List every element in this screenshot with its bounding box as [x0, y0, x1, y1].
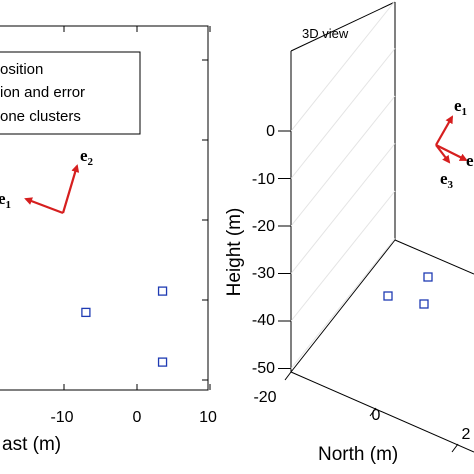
vector-3d-e2-label: e — [466, 151, 474, 170]
plan-view-chart: -10 0 10 ast (m) osition ion and error o… — [0, 25, 217, 455]
back-wall-gridline — [290, 95, 396, 227]
plan-view-x-ticks — [63, 26, 211, 390]
vector-3d-e3-arrow — [435, 144, 451, 164]
vector-e2-arrow — [61, 164, 80, 214]
vector-3d-e1-arrow — [435, 115, 453, 146]
north-tick-mark — [369, 407, 377, 417]
legend-box — [0, 51, 141, 135]
3d-view-markers — [383, 272, 433, 309]
plan-view-x-tick-label: 10 — [199, 409, 217, 426]
z-tick-label: -30 — [252, 265, 275, 282]
vector-e1-arrow — [24, 197, 64, 215]
back-wall-gridline — [290, 48, 396, 179]
3d-view-grid — [278, 0, 459, 453]
back-wall-gridline — [290, 0, 396, 132]
back-wall-gridline — [290, 143, 396, 274]
legend-entry-clusters: one clusters — [0, 108, 81, 125]
plan-view-cluster-marker — [157, 286, 168, 296]
north-tick-label: 2 — [462, 426, 471, 443]
plan-view-axes-box — [0, 25, 209, 391]
plan-view-x-tick-label: -10 — [50, 409, 73, 426]
north-tick-label: -20 — [253, 389, 276, 406]
plan-view-cluster-marker — [81, 307, 91, 318]
plan-view-x-tick-label: 0 — [133, 409, 142, 426]
3d-view-cluster-marker — [383, 291, 393, 301]
plan-view-markers — [81, 286, 168, 367]
north-tick-mark — [284, 371, 292, 381]
3d-box-edge — [290, 1, 396, 52]
3d-z-axis-label: Height (m) — [224, 208, 245, 297]
back-wall-gridline — [290, 190, 396, 322]
vector-3d-e1-label: e1 — [454, 96, 467, 118]
vector-e1-label: e1 — [0, 189, 11, 211]
3d-north-axis-label: North (m) — [318, 444, 398, 465]
plan-view-x-axis-label: ast (m) — [2, 434, 61, 455]
legend-entry-error: ion and error — [0, 84, 85, 101]
z-tick-label: -40 — [252, 312, 275, 329]
vector-3d-e2-arrow — [435, 144, 468, 161]
3d-view-title: 3D view — [302, 26, 349, 41]
z-tick-label: 0 — [266, 123, 275, 140]
3d-view-chart: 3D view 0 -10 -20 -30 -40 -50 Height (m)… — [224, 0, 474, 465]
z-tick-label: -20 — [252, 218, 275, 235]
3d-box-edge — [290, 371, 474, 453]
z-tick-label: -10 — [252, 171, 275, 188]
back-wall-gridline — [290, 238, 396, 369]
3d-box-edge — [394, 239, 474, 275]
plan-view-cluster-marker — [157, 357, 168, 367]
north-tick-label: 0 — [372, 407, 381, 424]
3d-box-edge — [290, 239, 396, 373]
3d-view-cluster-marker — [423, 272, 433, 282]
z-tick-label: -50 — [252, 360, 275, 377]
3d-view-cluster-marker — [419, 299, 429, 309]
vector-e2-label: e2 — [80, 146, 94, 168]
legend-entry-position: osition — [0, 61, 43, 78]
plan-view-legend: osition ion and error one clusters — [0, 51, 141, 135]
vector-3d-e3-label: e3 — [440, 169, 454, 191]
north-tick-mark — [451, 443, 459, 453]
